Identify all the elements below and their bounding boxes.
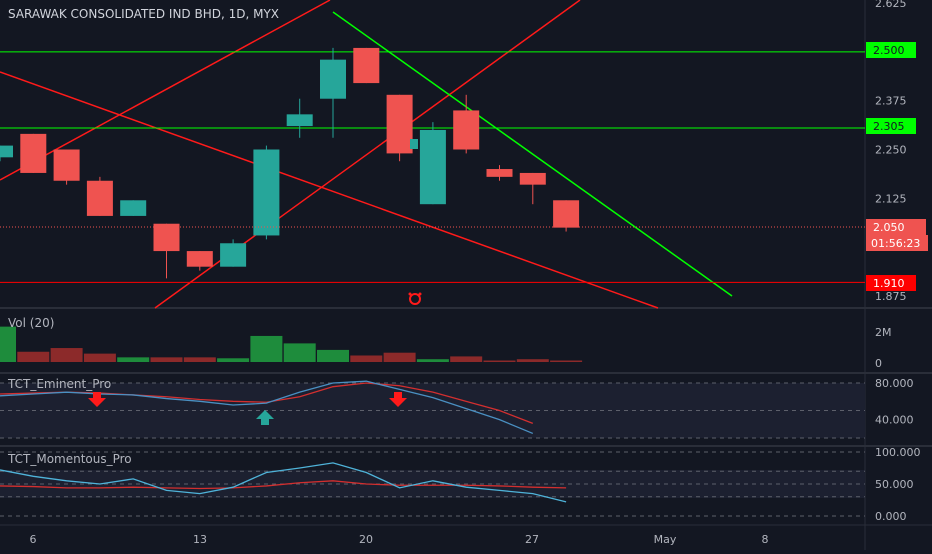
red-diagonal-line-2 xyxy=(0,71,659,309)
sell-arrow-icon xyxy=(88,392,106,407)
time-tick-label: 6 xyxy=(30,533,37,546)
trend-lines[interactable] xyxy=(0,0,733,309)
ind1-tick-label: 40.000 xyxy=(875,414,914,427)
time-tick-label: May xyxy=(654,533,677,546)
alarm-clock-icon[interactable] xyxy=(408,292,422,305)
volume-bar xyxy=(283,343,316,362)
price-label-2305: 2.305 xyxy=(866,118,916,134)
candle-body xyxy=(320,59,346,99)
volume-bar xyxy=(217,358,250,362)
candle-body xyxy=(53,149,80,181)
candle-body xyxy=(86,180,113,216)
indicator1-plots xyxy=(0,380,865,439)
price-label-2500: 2.500 xyxy=(866,42,916,58)
volume-bar xyxy=(117,357,150,362)
candle-body xyxy=(486,169,513,177)
price-tick-label: 2.625 xyxy=(875,0,907,10)
candle-body xyxy=(20,133,47,173)
volume-bar xyxy=(0,326,16,362)
volume-tick-label: 0 xyxy=(875,357,882,370)
svg-text:2.305: 2.305 xyxy=(873,120,905,133)
ind2-tick-label: 100.000 xyxy=(875,446,921,459)
candle-body xyxy=(286,114,313,127)
candle-body xyxy=(186,251,213,267)
earnings-marker-icon[interactable] xyxy=(410,139,418,149)
candle-body xyxy=(519,172,546,185)
candle-body xyxy=(220,243,247,267)
price-label-1910: 1.910 xyxy=(866,275,916,291)
volume-bar xyxy=(516,359,549,362)
volume-bar xyxy=(550,360,583,362)
volume-bar xyxy=(83,353,116,362)
volume-bar xyxy=(17,351,50,362)
price-tick-label: 2.125 xyxy=(875,192,907,205)
sell-arrow-icon xyxy=(389,392,407,407)
green-downtrend-line xyxy=(332,11,733,297)
volume-bar xyxy=(483,360,516,362)
svg-text:1.910: 1.910 xyxy=(873,277,905,290)
price-tick-label: 1.875 xyxy=(875,290,907,303)
candle-body xyxy=(0,145,13,158)
ind2-blue-line xyxy=(0,462,567,503)
svg-text:2.050: 2.050 xyxy=(873,221,905,234)
svg-text:01:56:23: 01:56:23 xyxy=(871,237,920,250)
candle-body xyxy=(419,129,446,205)
candles xyxy=(0,47,580,279)
volume-tick-label: 2M xyxy=(875,326,892,339)
volume-bar xyxy=(183,357,216,362)
volume-bar xyxy=(150,357,183,362)
volume-bars xyxy=(0,326,583,362)
volume-bar xyxy=(250,335,283,362)
price-label-last: 2.050 01:56:23 xyxy=(866,219,928,251)
time-tick-label: 13 xyxy=(193,533,207,546)
price-tick-label: 2.250 xyxy=(875,144,907,157)
candle-body xyxy=(453,110,480,150)
axes: 2.625 2.500 2.375 2.250 2.125 1.875 6 13 20 27 May… xyxy=(30,0,921,546)
svg-text:2.500: 2.500 xyxy=(873,44,905,57)
volume-title: Vol (20) xyxy=(8,316,54,330)
time-tick-label: 27 xyxy=(525,533,539,546)
price-tick-label: 2.375 xyxy=(875,95,907,108)
time-tick-label: 8 xyxy=(762,533,769,546)
chart-title: SARAWAK CONSOLIDATED IND BHD, 1D, MYX xyxy=(8,7,279,21)
candle-body xyxy=(386,94,413,154)
candle-body xyxy=(553,200,580,228)
candle-body xyxy=(120,200,147,216)
candle-body xyxy=(153,223,180,252)
candle-body xyxy=(353,47,380,84)
candle-body xyxy=(253,149,280,236)
volume-bar xyxy=(350,355,383,362)
ind2-tick-label: 0.000 xyxy=(875,510,907,523)
volume-bar xyxy=(317,349,349,362)
indicator1-title: TCT_Eminent_Pro xyxy=(7,377,111,391)
ind2-tick-label: 50.000 xyxy=(875,478,914,491)
volume-bar xyxy=(416,359,449,362)
ind1-blue-line xyxy=(0,380,534,435)
indicator2-title: TCT_Momentous_Pro xyxy=(7,452,132,466)
volume-bar xyxy=(450,356,483,362)
volume-bar xyxy=(50,348,83,362)
ind1-tick-label: 80.000 xyxy=(875,377,914,390)
buy-arrow-icon xyxy=(256,410,274,425)
indicator2-plots xyxy=(0,451,865,517)
time-tick-label: 20 xyxy=(359,533,373,546)
volume-bar xyxy=(383,352,416,362)
ind2-red-line xyxy=(0,480,567,490)
